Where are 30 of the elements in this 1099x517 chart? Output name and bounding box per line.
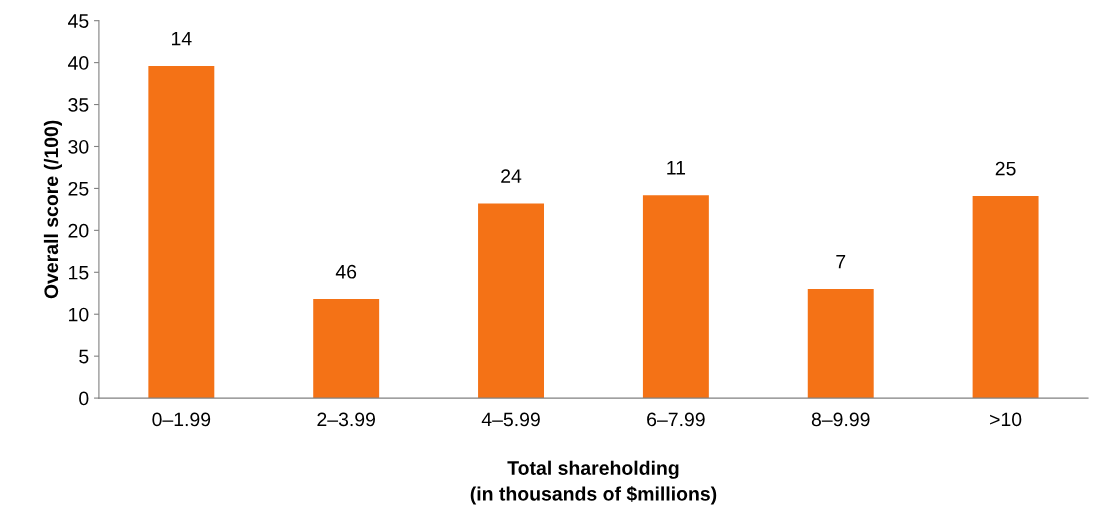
annotation: 7 <box>836 254 846 269</box>
annotation: 11 <box>667 161 686 175</box>
y-tick-label: 25 <box>68 181 89 196</box>
annotation: 25 <box>995 161 1016 176</box>
x-tick-label: 8–9.99 <box>811 412 870 427</box>
bar <box>148 65 215 399</box>
x-tick-label: 6–7.99 <box>647 412 705 427</box>
x-tick-label: 2–3.99 <box>317 412 375 427</box>
bar <box>807 289 874 399</box>
y-tick-label: 30 <box>68 139 89 154</box>
bar <box>478 203 544 399</box>
y-tick-label: 10 <box>69 307 89 322</box>
y-tick-label: 20 <box>68 223 89 238</box>
annotation: 14 <box>172 31 192 46</box>
x-tick-label: >10 <box>990 412 1022 427</box>
y-tick-label: 5 <box>79 349 89 364</box>
y-tick-label: 0 <box>79 391 89 406</box>
annotation: 46 <box>335 264 357 279</box>
y-tick-label: 15 <box>69 265 89 280</box>
y-axis-title: Overall score (/100) <box>43 120 63 299</box>
bar <box>642 195 709 399</box>
y-tick-label: 40 <box>68 56 89 70</box>
x-axis-title: Total shareholding (in thousands of $millions) <box>470 460 717 505</box>
annotation: 24 <box>501 169 522 183</box>
bar <box>972 195 1039 399</box>
y-tick-label: 45 <box>68 14 89 28</box>
bar <box>313 299 380 399</box>
y-tick-label: 35 <box>68 98 89 112</box>
x-tick-label: 0–1.99 <box>152 412 211 427</box>
x-tick-label: 4–5.99 <box>481 412 540 427</box>
